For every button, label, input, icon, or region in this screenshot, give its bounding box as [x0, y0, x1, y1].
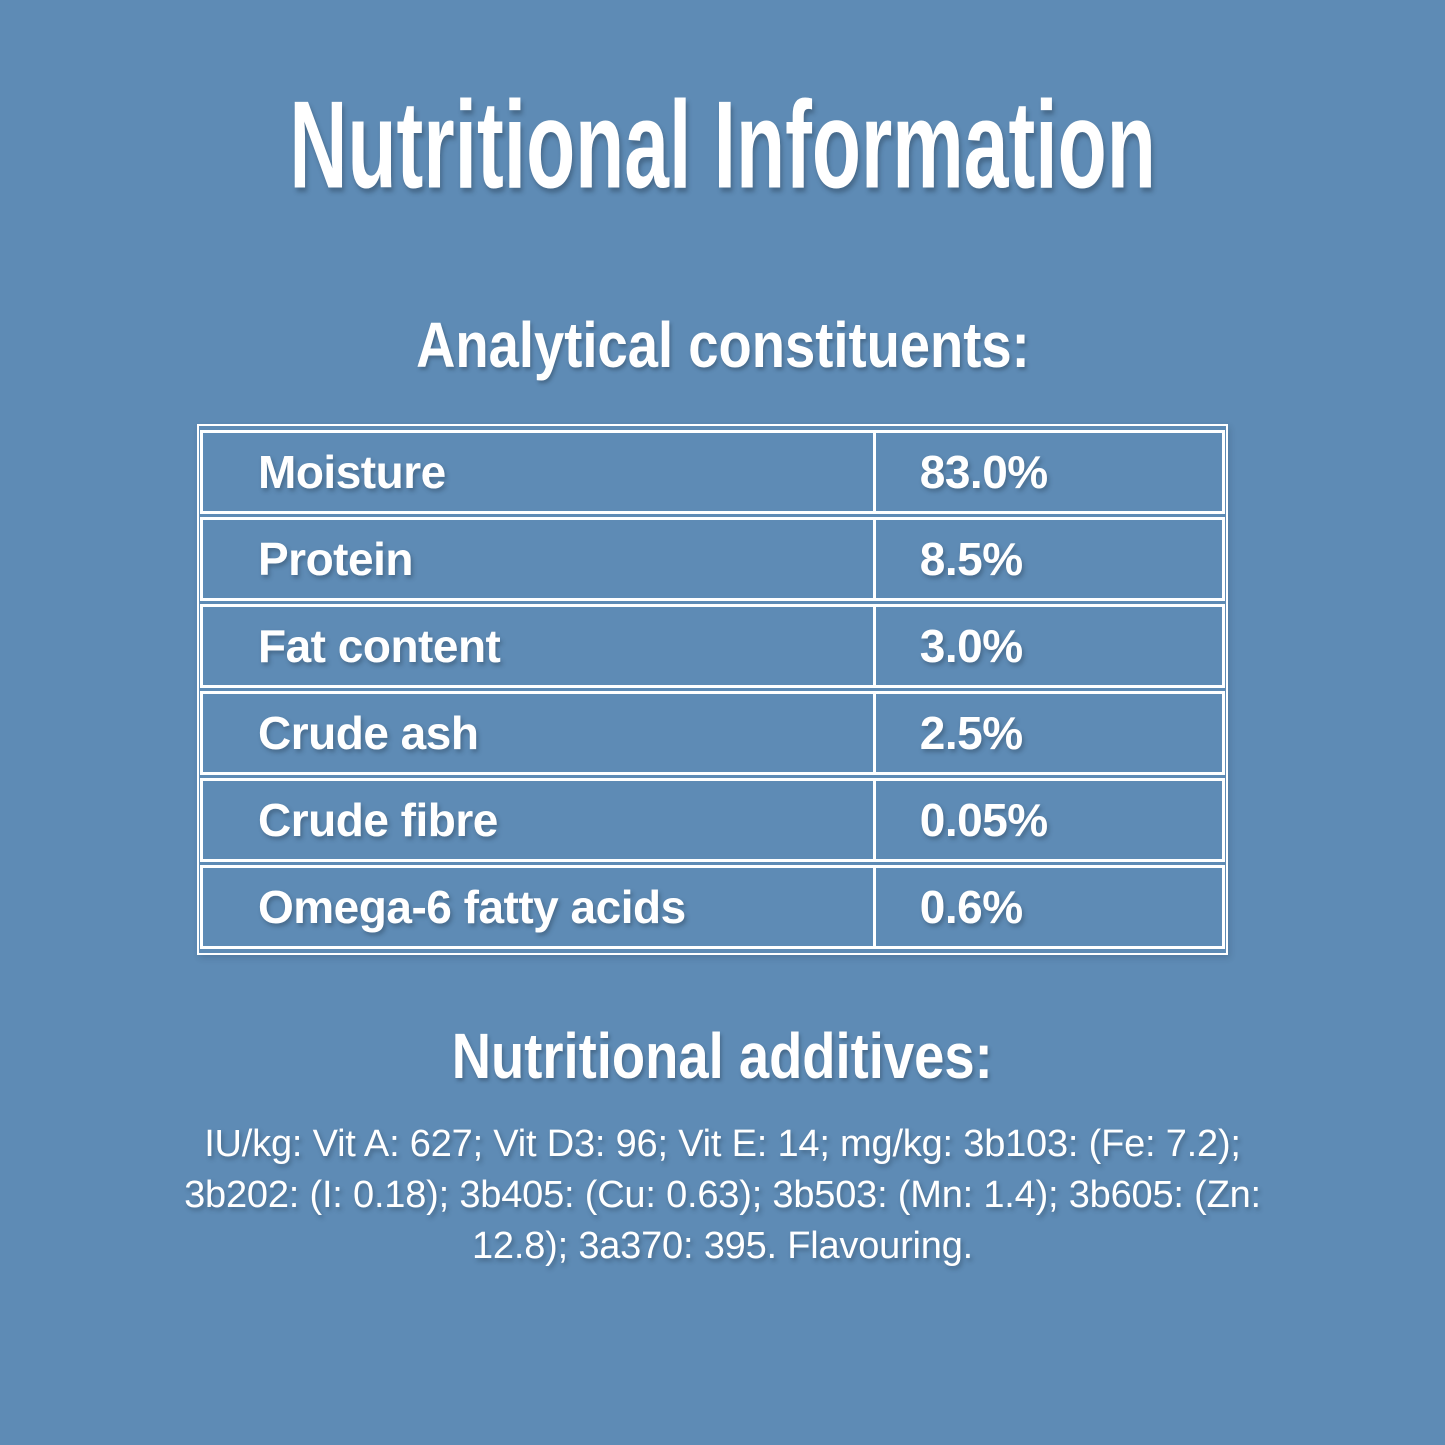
table-row: Omega-6 fatty acids 0.6%	[200, 865, 1225, 949]
constituent-value: 8.5%	[875, 517, 1225, 601]
table-row: Protein 8.5%	[200, 517, 1225, 601]
constituent-label: Moisture	[200, 430, 876, 514]
analytical-table-body: Moisture 83.0% Protein 8.5% Fat content 3.0% C…	[200, 430, 1225, 949]
page-title: Nutritional Information	[0, 75, 1445, 215]
constituent-value: 0.05%	[875, 778, 1225, 862]
analytical-constituents-heading-text: Analytical constituents:	[415, 309, 1030, 381]
additives-text: IU/kg: Vit A: 627; Vit D3: 96; Vit E: 14…	[184, 1123, 1261, 1267]
analytical-table-grid: Moisture 83.0% Protein 8.5% Fat content 3.0% C…	[200, 427, 1225, 952]
constituent-value: 83.0%	[875, 430, 1225, 514]
constituent-value: 2.5%	[875, 691, 1225, 775]
constituent-value: 0.6%	[875, 865, 1225, 949]
nutritional-additives-heading-text: Nutritional additives:	[451, 1020, 994, 1092]
analytical-constituents-heading: Analytical constituents:	[0, 313, 1445, 377]
table-row: Crude fibre 0.05%	[200, 778, 1225, 862]
page-title-text: Nutritional Information	[289, 75, 1156, 215]
constituent-label: Crude ash	[200, 691, 876, 775]
constituent-label: Fat content	[200, 604, 876, 688]
table-row: Crude ash 2.5%	[200, 691, 1225, 775]
analytical-table: Moisture 83.0% Protein 8.5% Fat content 3.0% C…	[197, 424, 1228, 955]
table-row: Moisture 83.0%	[200, 430, 1225, 514]
table-row: Fat content 3.0%	[200, 604, 1225, 688]
constituent-label: Omega-6 fatty acids	[200, 865, 876, 949]
constituent-value: 3.0%	[875, 604, 1225, 688]
nutritional-additives-heading: Nutritional additives:	[0, 1024, 1445, 1088]
constituent-label: Protein	[200, 517, 876, 601]
constituent-label: Crude fibre	[200, 778, 876, 862]
